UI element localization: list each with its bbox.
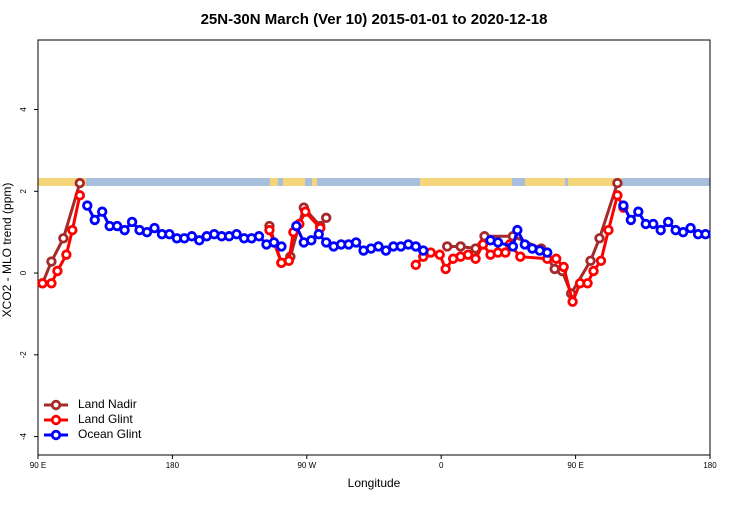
point	[46, 278, 57, 289]
point	[321, 237, 332, 248]
x-tick-label: 0	[439, 461, 444, 470]
point	[434, 249, 445, 260]
point	[119, 224, 130, 236]
x-tick-label: 90 W	[297, 461, 316, 470]
point	[253, 231, 265, 242]
point	[477, 239, 489, 250]
point	[585, 255, 596, 266]
y-tick-label: 4	[19, 107, 28, 112]
legend-label: Land Nadir	[78, 397, 137, 411]
point	[194, 235, 205, 246]
point	[455, 241, 466, 252]
point	[633, 206, 644, 217]
point	[648, 218, 659, 230]
point	[111, 220, 123, 232]
point	[46, 256, 57, 267]
legend-label: Ocean Glint	[78, 427, 142, 441]
point	[588, 265, 599, 277]
x-tick-label: 180	[166, 461, 180, 470]
chart-title: 25N-30N March (Ver 10) 2015-01-01 to 202…	[201, 11, 548, 28]
legend-label: Land Glint	[78, 412, 133, 426]
point	[618, 200, 629, 211]
point	[52, 265, 63, 277]
land-mask-strip	[38, 178, 710, 186]
legend-marker	[50, 399, 62, 411]
point	[276, 241, 287, 252]
point	[380, 245, 392, 256]
point	[410, 241, 422, 252]
x-tick-label: 90 E	[30, 461, 46, 470]
point	[655, 224, 666, 236]
point	[58, 233, 69, 244]
y-tick-label: 0	[19, 270, 28, 275]
point	[700, 229, 711, 240]
y-axis-label: XCO2 - MLO trend (ppm)	[0, 183, 14, 318]
point	[283, 255, 295, 266]
point	[550, 253, 562, 264]
point	[61, 249, 72, 260]
point	[410, 259, 422, 271]
point	[594, 233, 605, 244]
point	[519, 239, 531, 250]
point	[662, 216, 674, 228]
point	[126, 216, 138, 228]
point	[595, 255, 607, 266]
point	[141, 226, 153, 238]
point	[186, 231, 198, 242]
point	[291, 220, 302, 232]
point	[264, 224, 275, 236]
legend-marker	[50, 414, 62, 426]
point	[441, 241, 453, 252]
point	[373, 241, 384, 252]
y-tick-label: 2	[19, 189, 28, 194]
point	[89, 214, 100, 226]
point	[685, 222, 696, 234]
point	[470, 253, 481, 264]
point	[268, 237, 280, 248]
point	[500, 247, 511, 258]
point	[440, 263, 451, 275]
point	[677, 226, 689, 238]
point	[82, 200, 93, 211]
point	[37, 278, 48, 289]
legend-marker	[50, 429, 62, 441]
point	[462, 249, 474, 260]
point	[350, 237, 362, 248]
point	[512, 224, 523, 236]
point	[313, 229, 324, 240]
point	[306, 235, 317, 246]
point	[231, 229, 242, 240]
point	[74, 177, 86, 189]
point	[582, 278, 593, 289]
point	[97, 206, 108, 217]
y-tick-label: -2	[19, 351, 28, 359]
x-tick-label: 90 E	[567, 461, 583, 470]
point	[321, 212, 332, 224]
point	[567, 296, 578, 307]
point	[74, 190, 86, 201]
point	[612, 190, 623, 201]
series-line	[41, 182, 619, 297]
point	[515, 251, 526, 262]
point	[418, 245, 429, 256]
point	[542, 247, 553, 258]
point	[612, 177, 623, 189]
point	[625, 214, 637, 226]
point	[558, 261, 569, 273]
point	[67, 224, 78, 236]
point	[603, 224, 614, 236]
x-axis-label: Longitude	[348, 476, 401, 490]
point	[492, 237, 504, 248]
x-tick-label: 180	[703, 461, 717, 470]
plot-frame	[37, 39, 711, 456]
y-tick-label: -4	[19, 432, 28, 440]
point	[507, 241, 519, 252]
point	[164, 229, 175, 240]
point	[300, 206, 311, 217]
point	[149, 222, 160, 234]
